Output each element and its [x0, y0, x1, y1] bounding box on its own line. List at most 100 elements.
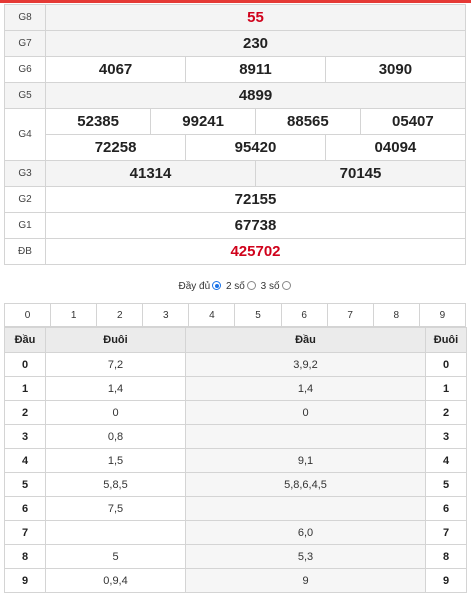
top-accent-bar — [0, 0, 471, 3]
option-full-label: Đầy đủ — [178, 281, 211, 292]
digit-cell[interactable]: 2 — [96, 303, 144, 327]
display-options: Đầy đủ 2 số 3 số — [0, 281, 471, 292]
prize-label: G5 — [4, 82, 46, 109]
prize-label: G4 — [4, 108, 46, 161]
row-key-2: 1 — [425, 376, 467, 401]
row-key-2: 0 — [425, 352, 467, 377]
row-key: 5 — [4, 472, 46, 497]
header-duoi-2: Đuôi — [425, 327, 467, 353]
row-key: 1 — [4, 376, 46, 401]
digit-cell[interactable]: 9 — [418, 303, 467, 327]
prize-label: G2 — [4, 186, 46, 213]
digit-cell[interactable]: 4 — [188, 303, 236, 327]
digit-cell[interactable]: 1 — [50, 303, 98, 327]
prize-label: G3 — [4, 160, 46, 187]
radio-full[interactable] — [212, 281, 222, 290]
row-key-2: 9 — [425, 568, 467, 593]
special-prize-number: 425702 — [45, 238, 466, 265]
prize-row-g6: G6 4067 8911 3090 — [4, 56, 466, 83]
option-two-digits-label: 2 số — [225, 281, 245, 292]
duoi-cell — [45, 520, 186, 545]
row-key: 3 — [4, 424, 46, 449]
prize-number: 52385 — [77, 113, 119, 130]
row-key: 0 — [4, 352, 46, 377]
row-key-2: 2 — [425, 400, 467, 425]
option-full[interactable]: Đầy đủ — [178, 281, 222, 292]
radio-three-digits[interactable] — [281, 281, 291, 290]
prize-table: G8 55 G7 230 G6 4067 8911 3090 G5 4899 G… — [4, 4, 466, 265]
duoi-cell: 7,2 — [45, 352, 186, 377]
prize-number: 4067 — [98, 61, 133, 78]
prize-number: 3090 — [324, 57, 465, 82]
duoi-cell: 5 — [45, 544, 186, 569]
dau-cell: 9,1 — [185, 448, 426, 473]
prize-number: 67738 — [45, 212, 466, 239]
prize-row-db: ĐB 425702 — [4, 238, 466, 265]
digit-cell[interactable]: 8 — [372, 303, 420, 327]
digit-filter-row: 0 1 2 3 4 5 6 7 8 9 — [3, 303, 467, 327]
duoi-cell: 5,8,5 — [45, 472, 186, 497]
row-key: 6 — [4, 496, 46, 521]
dau-cell: 5,3 — [185, 544, 426, 569]
table-row: 3 0,8 3 — [4, 424, 467, 449]
prize-number: 70145 — [255, 161, 465, 186]
prize-label: G7 — [4, 30, 46, 57]
option-three-digits[interactable]: 3 số — [261, 281, 291, 292]
table-row: 1 1,4 1,4 1 — [4, 376, 467, 401]
row-key-2: 3 — [425, 424, 467, 449]
header-dau-2: Đầu — [185, 327, 426, 353]
prize-row-g3: G3 41314 70145 — [4, 160, 466, 187]
prize-number: 230 — [45, 30, 466, 57]
table-row: 6 7,5 6 — [4, 496, 467, 521]
prize-label: ĐB — [4, 238, 46, 265]
dau-duoi-table: Đầu Đuôi Đầu Đuôi 0 7,2 3,9,2 0 1 1,4 1,4 1 2 0 0 2… — [4, 327, 467, 593]
duoi-cell: 7,5 — [45, 496, 186, 521]
row-key-2: 4 — [425, 448, 467, 473]
digit-cell[interactable]: 0 — [3, 303, 52, 327]
prize-number: 04094 — [324, 134, 465, 160]
row-key: 7 — [4, 520, 46, 545]
prize-number: 05407 — [359, 109, 465, 134]
row-key: 4 — [4, 448, 46, 473]
option-two-digits[interactable]: 2 số — [226, 281, 256, 292]
prize-label: G6 — [4, 56, 46, 83]
radio-two-digits[interactable] — [246, 281, 256, 290]
prize-row-g8: G8 55 — [4, 4, 466, 31]
dau-cell: 0 — [185, 400, 426, 425]
header-dau: Đầu — [4, 327, 46, 353]
table-row: 5 5,8,5 5,8,6,4,5 5 — [4, 472, 467, 497]
table-row: 7 6,0 7 — [4, 520, 467, 545]
prize-row-g7: G7 230 — [4, 30, 466, 57]
dau-cell — [185, 496, 426, 521]
duoi-cell: 1,4 — [45, 376, 186, 401]
duoi-cell: 0 — [45, 400, 186, 425]
prize-number: 41314 — [46, 161, 256, 186]
header-duoi: Đuôi — [45, 327, 186, 353]
row-key-2: 8 — [425, 544, 467, 569]
dau-cell: 1,4 — [185, 376, 426, 401]
row-key-2: 5 — [425, 472, 467, 497]
prize-label: G8 — [4, 4, 46, 31]
dau-cell: 5,8,6,4,5 — [185, 472, 426, 497]
table-row: 4 1,5 9,1 4 — [4, 448, 467, 473]
digit-cell[interactable]: 5 — [234, 303, 282, 327]
duoi-cell: 1,5 — [45, 448, 186, 473]
dau-cell: 6,0 — [185, 520, 426, 545]
prize-number: 72258 — [94, 139, 137, 156]
table-row: 8 5 5,3 8 — [4, 544, 467, 569]
digit-cell[interactable]: 7 — [326, 303, 374, 327]
prize-row-g2: G2 72155 — [4, 186, 466, 213]
prize-number: 95420 — [185, 134, 326, 160]
prize-row-g5: G5 4899 — [4, 82, 466, 109]
prize-number: 72155 — [45, 186, 466, 213]
dau-cell: 3,9,2 — [185, 352, 426, 377]
dau-cell: 9 — [185, 568, 426, 593]
duoi-cell: 0,9,4 — [45, 568, 186, 593]
table-row: 9 0,9,4 9 9 — [4, 568, 467, 593]
row-key: 2 — [4, 400, 46, 425]
option-three-digits-label: 3 số — [260, 281, 280, 292]
dau-cell — [185, 424, 426, 449]
digit-cell[interactable]: 6 — [280, 303, 328, 327]
digit-cell[interactable]: 3 — [142, 303, 190, 327]
prize-number: 55 — [45, 4, 466, 31]
